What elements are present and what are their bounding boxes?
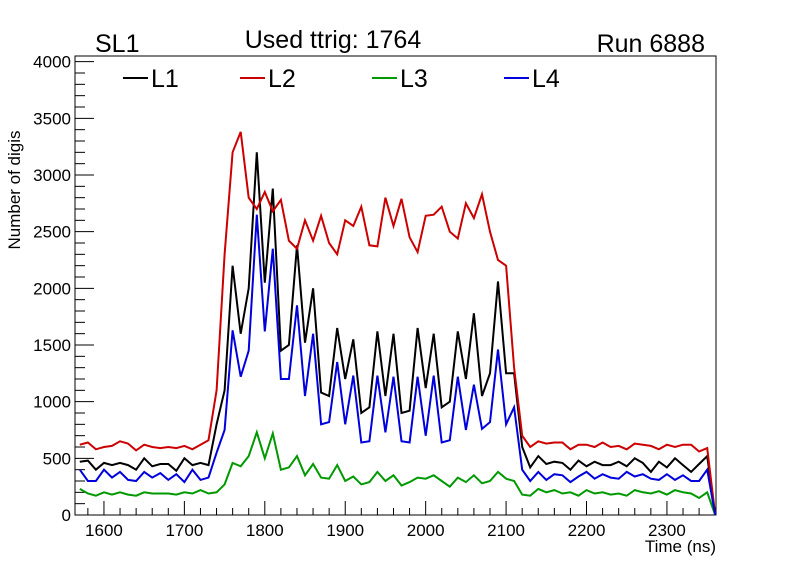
title-right: Run 6888	[597, 30, 705, 58]
series-line-l4	[78, 214, 717, 516]
x-tick-label: 1600	[85, 521, 123, 540]
x-tick-label: 2000	[407, 521, 445, 540]
plot-frame	[74, 55, 717, 516]
series-line-l2	[79, 131, 717, 516]
y-tick-label: 1000	[33, 393, 71, 412]
axes: 0 500 1000 1500 2000 2500 3000 3500 4000 1600 1700…	[33, 53, 716, 540]
y-tick-label: 0	[62, 506, 71, 525]
y-tick-label: 500	[43, 449, 71, 468]
series-group	[78, 131, 717, 516]
x-tick-label: 2100	[487, 521, 525, 540]
y-tick-label: 3500	[33, 109, 71, 128]
x-tick-label: 2200	[568, 521, 606, 540]
x-axis-label: Time (ns)	[645, 537, 716, 556]
legend-label-l1: L1	[151, 65, 179, 93]
series-line-l1	[79, 152, 717, 516]
x-tick-label: 1700	[165, 521, 203, 540]
y-tick-label: 4000	[33, 53, 71, 72]
legend-label-l2: L2	[268, 65, 296, 93]
title-left: SL1	[95, 30, 139, 58]
y-tick-label: 2500	[33, 223, 71, 242]
y-tick-label: 2000	[33, 279, 71, 298]
legend-label-l4: L4	[532, 65, 560, 93]
chart-title: Used ttrig: 1764	[245, 26, 422, 54]
series-line-l3	[79, 429, 717, 516]
x-tick-label: 1900	[326, 521, 364, 540]
legend-label-l3: L3	[400, 65, 428, 93]
y-tick-label: 3000	[33, 166, 71, 185]
x-tick-label: 2300	[648, 521, 686, 540]
legend: L1 L2 L3 L4	[123, 65, 560, 93]
x-tick-label: 1800	[246, 521, 284, 540]
y-tick-label: 1500	[33, 336, 71, 355]
y-axis-label: Number of digis	[5, 130, 24, 249]
